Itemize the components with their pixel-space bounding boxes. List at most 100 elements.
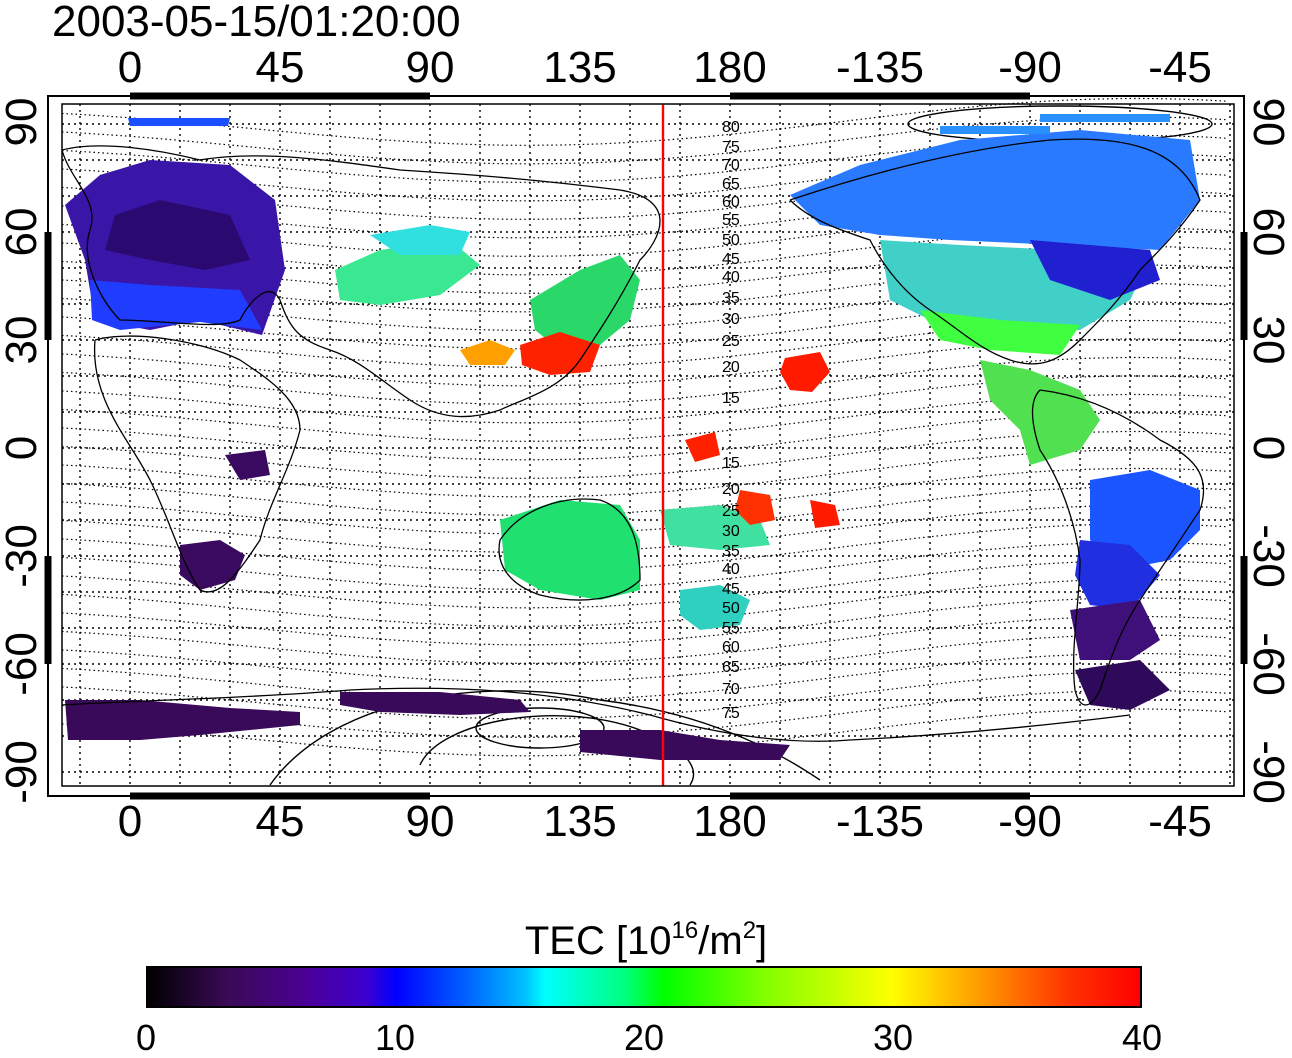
tec-patch-japan [530,255,640,350]
tec-patch-arctic-1 [128,118,230,126]
contour-label: 55 [722,620,740,637]
contour-label: 50 [722,600,740,617]
contour-label: 70 [722,157,740,174]
contour-label: 30 [722,311,740,328]
mag-lat-contour [61,97,1227,146]
tec-patch-south-pacific-red [735,490,775,525]
tec-data-patches [65,114,1200,760]
tec-patch-central-america [980,360,1100,465]
mag-lat-contour [61,504,1227,553]
bottom-lon-tick: 45 [255,797,305,846]
contour-label: 55 [722,212,740,229]
top-lon-tick: 90 [405,43,455,92]
tec-patch-sa-south [1070,600,1160,660]
mag-lat-contour [61,708,1227,757]
bottom-lon-tick: -90 [998,797,1062,846]
contour-label: 25 [722,503,740,520]
coastlines [61,138,1205,742]
tec-patch-africa-n [225,450,270,480]
top-lon-tick: -135 [835,43,925,92]
contour-label: 20 [722,359,740,376]
top-lon-tick: 180 [693,43,767,92]
map-title: 2003-05-15/01:20:00 [52,0,461,46]
bottom-lon-tick: 180 [693,797,767,846]
mag-lat-contour [61,652,1227,701]
map-inner-frame [61,103,1235,787]
colorbar [146,966,1142,1008]
tec-patch-siberia [335,240,480,305]
contour-label: 80 [722,119,740,136]
mag-lat-contour [61,560,1227,609]
coast-africa [93,335,301,593]
coast-australia [498,498,641,601]
colorbar-title: TEC [1016/m2] [0,906,1292,966]
tec-patch-na-east [1030,240,1160,300]
colorbar-tick-label: 10 [374,1017,416,1058]
tec-patch-nz [680,585,750,630]
mag-lat-contour [61,578,1227,627]
tec-patch-siberia-n [370,225,470,255]
mag-lat-contour [61,486,1227,535]
colorbar-tick-label: 20 [623,1017,665,1058]
bottom-lon-tick: 90 [405,797,455,846]
mag-lat-contour [61,597,1227,646]
coast-eurasia [61,145,661,418]
coast-n-america [789,138,1201,365]
coast-antarctica [61,687,1131,742]
contour-label: 30 [722,523,740,540]
bottom-lon-tick: -135 [835,797,925,846]
contour-label: 35 [722,543,740,560]
mag-lat-contour [61,671,1227,720]
tec-patch-europe-south [90,280,262,330]
mag-lat-contour [61,541,1227,590]
colorbar-tick-label: 0 [135,1017,157,1058]
contour-label: 50 [722,232,740,249]
contour-label: 15 [722,390,740,407]
top-lon-tick: 45 [255,43,305,92]
tec-patch-australia [500,500,640,600]
mag-lat-contour [61,116,1227,165]
coast-s-america [1031,389,1205,706]
contour-label: 35 [722,290,740,307]
bottom-lon-tick: -45 [1148,797,1212,846]
tec-patch-sa-tip [1075,660,1170,710]
colorbar-title-prefix: TEC [10 [524,919,672,963]
top-lon-tick: -90 [998,43,1062,92]
contour-label: 75 [722,705,740,722]
bottom-lon-tick: 135 [543,797,617,846]
mag-lat-contour [61,523,1227,572]
mag-lat-contour [61,356,1227,405]
contour-label: 70 [722,681,740,698]
contour-label: 25 [722,333,740,350]
contour-label: 45 [722,581,740,598]
tec-patch-south-pacific-red-2 [810,500,840,528]
contour-label: 60 [722,194,740,211]
top-lon-tick: 0 [117,43,143,92]
tec-patch-na-north [790,130,1200,250]
top-lon-tick: -45 [1148,43,1212,92]
colorbar-title-exp1: 16 [671,917,699,944]
contour-label: 75 [722,139,740,156]
map-frame [47,95,1245,797]
contour-label: 40 [722,269,740,286]
colorbar-title-exp2: 2 [742,917,757,944]
tec-patch-antarctic-c [340,692,530,715]
top-lon-tick: 135 [543,43,617,92]
tec-patch-arctic-2 [940,126,1050,134]
tec-patch-china-orange [460,340,515,365]
contour-label: 15 [722,455,740,472]
tec-patch-equator-red [685,432,720,462]
frame-ticks [44,92,1248,800]
mag-lat-contour [61,467,1227,516]
tec-patch-africa-s [180,540,245,590]
tec-patch-arctic-3 [1040,114,1170,122]
tec-patch-na-south [920,310,1080,355]
mag-lat-contour [61,634,1227,683]
contour-label: 60 [722,639,740,656]
contour-label: 40 [722,561,740,578]
tec-patch-china-red [520,332,600,375]
tec-patch-antarctic-e [580,730,790,760]
